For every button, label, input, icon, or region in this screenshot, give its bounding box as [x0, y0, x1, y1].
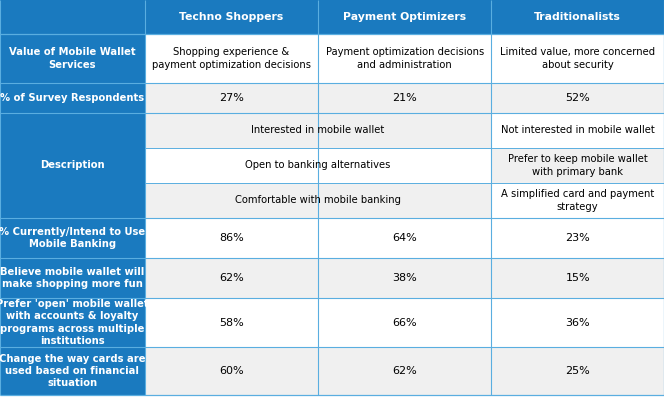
Text: 62%: 62% [219, 273, 244, 283]
Text: Not interested in mobile wallet: Not interested in mobile wallet [501, 125, 655, 136]
Bar [145, 258, 318, 298]
Text: Comfortable with mobile banking: Comfortable with mobile banking [235, 195, 401, 206]
Text: Description: Description [40, 160, 105, 171]
Bar [0, 34, 145, 83]
Bar [491, 298, 664, 347]
Text: A simplified card and payment
strategy: A simplified card and payment strategy [501, 189, 654, 212]
Bar [491, 258, 664, 298]
Text: Prefer 'open' mobile wallet
with accounts & loyalty
programs across multiple
ins: Prefer 'open' mobile wallet with account… [0, 299, 149, 346]
Bar [0, 347, 145, 395]
Text: Value of Mobile Wallet
Services: Value of Mobile Wallet Services [9, 47, 135, 70]
Text: 23%: 23% [565, 233, 590, 243]
Text: 62%: 62% [392, 366, 417, 376]
Bar [145, 298, 318, 347]
Bar [491, 83, 664, 113]
Bar [491, 113, 664, 148]
Bar [0, 298, 145, 347]
Text: Shopping experience &
payment optimization decisions: Shopping experience & payment optimizati… [152, 47, 311, 70]
Bar [318, 258, 491, 298]
Text: 52%: 52% [565, 93, 590, 103]
Bar [145, 218, 318, 258]
Bar [318, 347, 491, 395]
Text: 60%: 60% [219, 366, 244, 376]
Bar [0, 83, 145, 113]
Bar [318, 34, 491, 83]
Text: 25%: 25% [565, 366, 590, 376]
Text: 27%: 27% [219, 93, 244, 103]
Bar [318, 218, 491, 258]
Text: 58%: 58% [219, 318, 244, 328]
Text: Prefer to keep mobile wallet
with primary bank: Prefer to keep mobile wallet with primar… [508, 154, 647, 177]
Bar [318, 298, 491, 347]
Bar [0, 258, 145, 298]
Bar [145, 148, 491, 183]
Bar [145, 34, 318, 83]
Text: Payment Optimizers: Payment Optimizers [343, 12, 466, 22]
Bar [0, 218, 145, 258]
Text: 86%: 86% [219, 233, 244, 243]
Text: 64%: 64% [392, 233, 417, 243]
Bar [145, 83, 318, 113]
Bar [318, 83, 491, 113]
Bar [145, 183, 491, 218]
Text: Traditionalists: Traditionalists [535, 12, 621, 22]
Bar [145, 113, 491, 148]
Text: % of Survey Respondents: % of Survey Respondents [0, 93, 145, 103]
Bar [491, 183, 664, 218]
Text: 38%: 38% [392, 273, 417, 283]
Bar [0, 113, 145, 218]
Text: Open to banking alternatives: Open to banking alternatives [246, 160, 390, 171]
Text: Payment optimization decisions
and administration: Payment optimization decisions and admin… [325, 47, 484, 70]
Text: Techno Shoppers: Techno Shoppers [179, 12, 284, 22]
Bar [491, 34, 664, 83]
Bar [491, 347, 664, 395]
Text: Limited value, more concerned
about security: Limited value, more concerned about secu… [500, 47, 655, 70]
Text: 36%: 36% [565, 318, 590, 328]
Bar [491, 218, 664, 258]
Text: Change the way cards are
used based on financial
situation: Change the way cards are used based on f… [0, 353, 145, 389]
Text: 21%: 21% [392, 93, 417, 103]
Bar [145, 347, 318, 395]
Text: 66%: 66% [392, 318, 417, 328]
Text: Believe mobile wallet will
make shopping more fun: Believe mobile wallet will make shopping… [0, 267, 145, 289]
Text: % Currently/Intend to Use
Mobile Banking: % Currently/Intend to Use Mobile Banking [0, 227, 145, 249]
Text: 15%: 15% [565, 273, 590, 283]
Bar [491, 148, 664, 183]
Text: Interested in mobile wallet: Interested in mobile wallet [252, 125, 384, 136]
Bar [0, 0, 664, 34]
